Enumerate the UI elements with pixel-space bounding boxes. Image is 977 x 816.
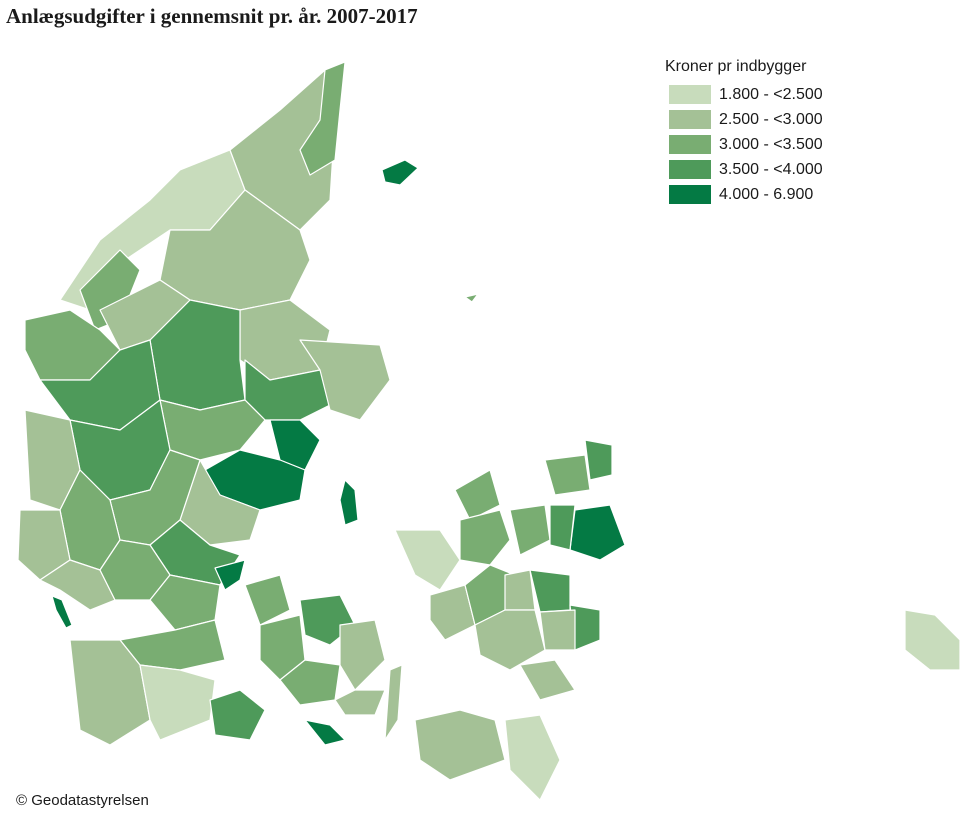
region-helsingor[interactable] <box>584 439 613 481</box>
legend-label: 1.800 - <2.500 <box>719 85 823 103</box>
legend-swatch <box>669 110 711 129</box>
legend-swatch <box>669 160 711 179</box>
map-legend: Kroner pr indbygger 1.800 - <2.500 2.500… <box>665 58 823 207</box>
legend-swatch <box>669 185 711 204</box>
region-svendborg[interactable] <box>334 689 386 716</box>
region-kolding[interactable] <box>149 574 221 631</box>
legend-item: 1.800 - <2.500 <box>665 82 823 107</box>
region-sonderborg[interactable] <box>209 689 266 741</box>
region-silkeborg[interactable] <box>159 399 266 461</box>
region-aabenraa[interactable] <box>139 664 216 741</box>
copyright-credit: © Geodatastyrelsen <box>16 792 149 809</box>
region-djursland[interactable] <box>299 339 391 421</box>
region-laeso[interactable] <box>381 159 419 186</box>
legend-label: 4.000 - 6.900 <box>719 185 814 203</box>
region-copenhagen-west[interactable] <box>549 504 576 551</box>
legend-item: 4.000 - 6.900 <box>665 182 823 207</box>
map-title: Anlægsudgifter i gennemsnit pr. år. 2007… <box>6 4 418 28</box>
region-roskilde[interactable] <box>509 504 551 556</box>
legend-label: 2.500 - <3.000 <box>719 110 823 128</box>
region-fredericia[interactable] <box>214 559 246 591</box>
region-slagelse[interactable] <box>429 584 476 641</box>
region-langeland[interactable] <box>384 664 403 741</box>
legend-label: 3.500 - <4.000 <box>719 160 823 178</box>
region-hillerod[interactable] <box>544 454 591 496</box>
region-middelfart[interactable] <box>244 574 291 626</box>
legend-item: 3.000 - <3.500 <box>665 132 823 157</box>
legend-item: 3.500 - <4.000 <box>665 157 823 182</box>
region-vordingborg[interactable] <box>519 659 576 701</box>
region-odsherred[interactable] <box>454 469 501 521</box>
region-fanoe[interactable] <box>51 595 73 629</box>
region-aeroe[interactable] <box>304 719 346 746</box>
region-koge[interactable] <box>529 569 571 613</box>
region-samso[interactable] <box>339 479 359 526</box>
region-anholt[interactable] <box>464 293 479 303</box>
region-copenhagen-south[interactable] <box>569 504 626 561</box>
legend-swatch <box>669 85 711 104</box>
region-holbaek[interactable] <box>459 509 511 566</box>
legend-item: 2.500 - <3.000 <box>665 107 823 132</box>
region-faxe[interactable] <box>539 609 576 651</box>
region-ringsted[interactable] <box>504 569 536 611</box>
region-lolland[interactable] <box>414 709 506 781</box>
region-skive[interactable] <box>99 279 191 351</box>
region-bornholm[interactable] <box>904 609 961 671</box>
region-faaborg[interactable] <box>279 659 341 706</box>
region-kalundborg[interactable] <box>394 529 461 591</box>
region-guldborgsund[interactable] <box>504 714 561 801</box>
legend-title: Kroner pr indbygger <box>665 58 807 75</box>
legend-label: 3.000 - <3.500 <box>719 135 823 153</box>
region-nyborg[interactable] <box>339 619 386 691</box>
region-aarhus[interactable] <box>269 419 321 471</box>
region-skagen[interactable] <box>299 61 346 176</box>
legend-swatch <box>669 135 711 154</box>
